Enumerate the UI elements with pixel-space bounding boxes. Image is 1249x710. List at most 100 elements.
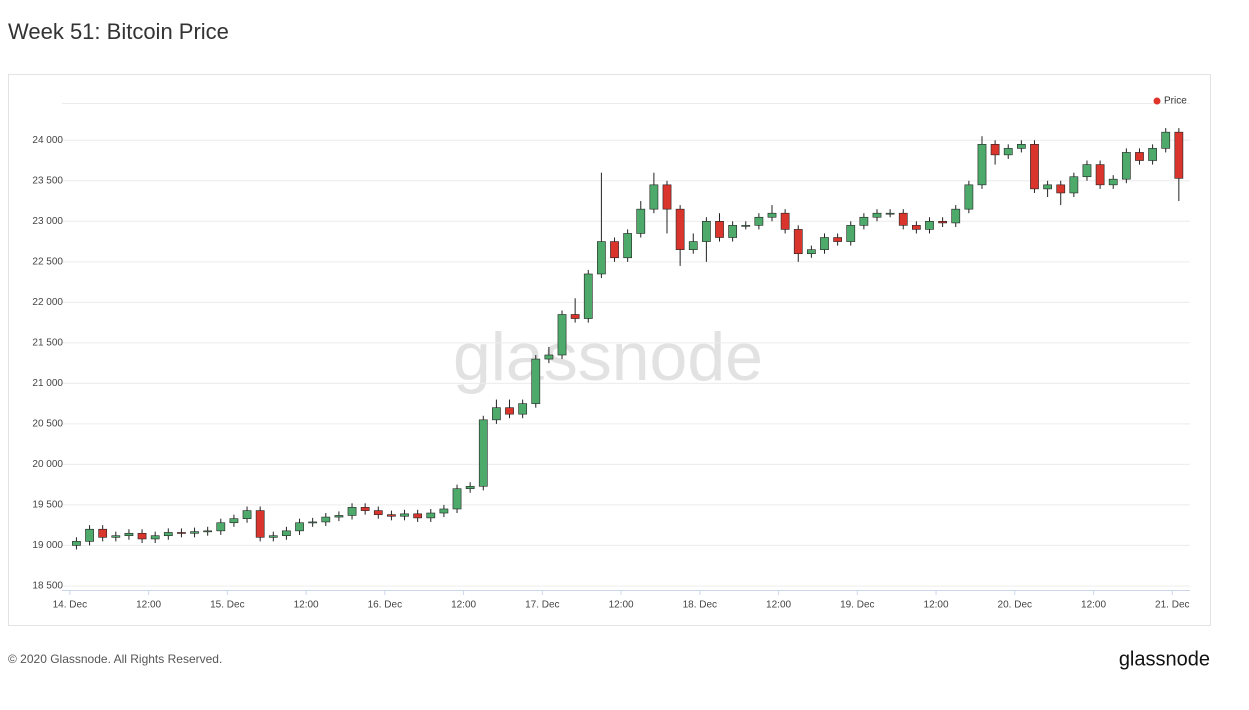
candle bbox=[1108, 175, 1118, 189]
candle bbox=[1161, 128, 1171, 153]
candle bbox=[111, 531, 121, 542]
candle bbox=[531, 355, 541, 408]
candle-body bbox=[741, 225, 751, 227]
candle bbox=[282, 526, 291, 540]
x-tick-label: 18. Dec bbox=[683, 600, 717, 611]
candle-body bbox=[452, 488, 462, 510]
candle bbox=[675, 205, 685, 266]
candle bbox=[255, 506, 265, 542]
candle bbox=[150, 531, 160, 544]
candle-body bbox=[636, 208, 646, 234]
candle-body bbox=[1069, 176, 1079, 194]
candle bbox=[321, 513, 331, 526]
candle-body bbox=[413, 513, 423, 519]
candle-body bbox=[124, 532, 134, 537]
y-tick-label: 21 000 bbox=[32, 378, 63, 389]
candle-body bbox=[544, 354, 554, 360]
candle bbox=[400, 509, 409, 521]
candle-body bbox=[1016, 144, 1026, 149]
candle-body bbox=[662, 184, 672, 210]
candle bbox=[216, 518, 226, 535]
candle bbox=[728, 221, 738, 242]
candle-body bbox=[478, 419, 488, 487]
candle bbox=[977, 136, 987, 189]
candle-body bbox=[426, 512, 436, 519]
candle-body bbox=[702, 221, 711, 242]
x-tick-label: 14. Dec bbox=[53, 600, 87, 611]
candle bbox=[242, 506, 252, 523]
candle bbox=[1069, 172, 1079, 197]
candle bbox=[898, 209, 908, 230]
candle bbox=[1003, 144, 1013, 159]
y-tick-label: 23 500 bbox=[32, 175, 63, 186]
candle bbox=[229, 514, 239, 527]
candle-body bbox=[610, 241, 619, 259]
candle-body bbox=[911, 225, 921, 230]
candle-body bbox=[242, 510, 252, 519]
candle-body bbox=[1161, 131, 1171, 149]
candle bbox=[846, 221, 856, 246]
candle-body bbox=[728, 225, 738, 238]
candle bbox=[72, 537, 81, 550]
candle-body bbox=[767, 212, 777, 218]
candle-body bbox=[1121, 152, 1131, 180]
candle bbox=[478, 415, 488, 491]
y-tick-label: 21 500 bbox=[32, 337, 63, 348]
legend-marker bbox=[1153, 97, 1161, 105]
x-tick-label: 21. Dec bbox=[1155, 600, 1189, 611]
candle-body bbox=[150, 535, 160, 540]
candle-body bbox=[872, 212, 882, 218]
candle bbox=[925, 217, 934, 234]
candle-body bbox=[190, 531, 199, 534]
candle-body bbox=[347, 507, 357, 516]
candle-body bbox=[833, 237, 842, 242]
candle bbox=[163, 528, 173, 540]
candle bbox=[373, 506, 383, 519]
candle-body bbox=[1043, 184, 1052, 190]
candle bbox=[688, 233, 698, 254]
candle bbox=[649, 172, 659, 214]
candle-body bbox=[360, 507, 370, 511]
candle bbox=[623, 229, 633, 262]
candle-body bbox=[439, 508, 449, 514]
x-tick-label: 12:00 bbox=[451, 600, 476, 611]
candle-body bbox=[465, 485, 475, 490]
candle-body bbox=[203, 530, 213, 533]
candle-body bbox=[255, 510, 265, 538]
candle bbox=[885, 209, 895, 218]
candle-body bbox=[754, 216, 764, 226]
candle-body bbox=[98, 528, 108, 538]
y-tick-label: 22 500 bbox=[32, 256, 63, 267]
x-tick-label: 12:00 bbox=[609, 600, 634, 611]
candle bbox=[268, 531, 278, 542]
candle-body bbox=[308, 521, 318, 524]
candle bbox=[872, 209, 882, 222]
y-tick-label: 24 000 bbox=[32, 135, 63, 146]
candle-body bbox=[1174, 131, 1184, 179]
candle bbox=[98, 525, 108, 542]
candle-body bbox=[321, 516, 331, 523]
chart-card bbox=[8, 74, 1211, 626]
candle bbox=[793, 225, 803, 262]
candle-body bbox=[675, 208, 685, 250]
candle-body bbox=[111, 535, 121, 538]
candle-body bbox=[334, 515, 344, 518]
candle bbox=[610, 237, 619, 262]
candle bbox=[859, 213, 869, 230]
candle-body bbox=[898, 212, 908, 226]
candle bbox=[557, 310, 567, 360]
x-tick-label: 12:00 bbox=[136, 600, 161, 611]
y-tick-label: 20 500 bbox=[32, 419, 63, 430]
candle-body bbox=[859, 216, 869, 226]
candle bbox=[820, 233, 829, 254]
candle-body bbox=[557, 314, 567, 356]
candle-body bbox=[688, 241, 698, 250]
candle bbox=[387, 510, 396, 521]
candle bbox=[715, 213, 724, 242]
y-tick-label: 23 000 bbox=[32, 216, 63, 227]
candle bbox=[413, 509, 423, 522]
candle bbox=[938, 217, 947, 227]
x-tick-label: 19. Dec bbox=[840, 600, 874, 611]
candle bbox=[570, 298, 580, 323]
